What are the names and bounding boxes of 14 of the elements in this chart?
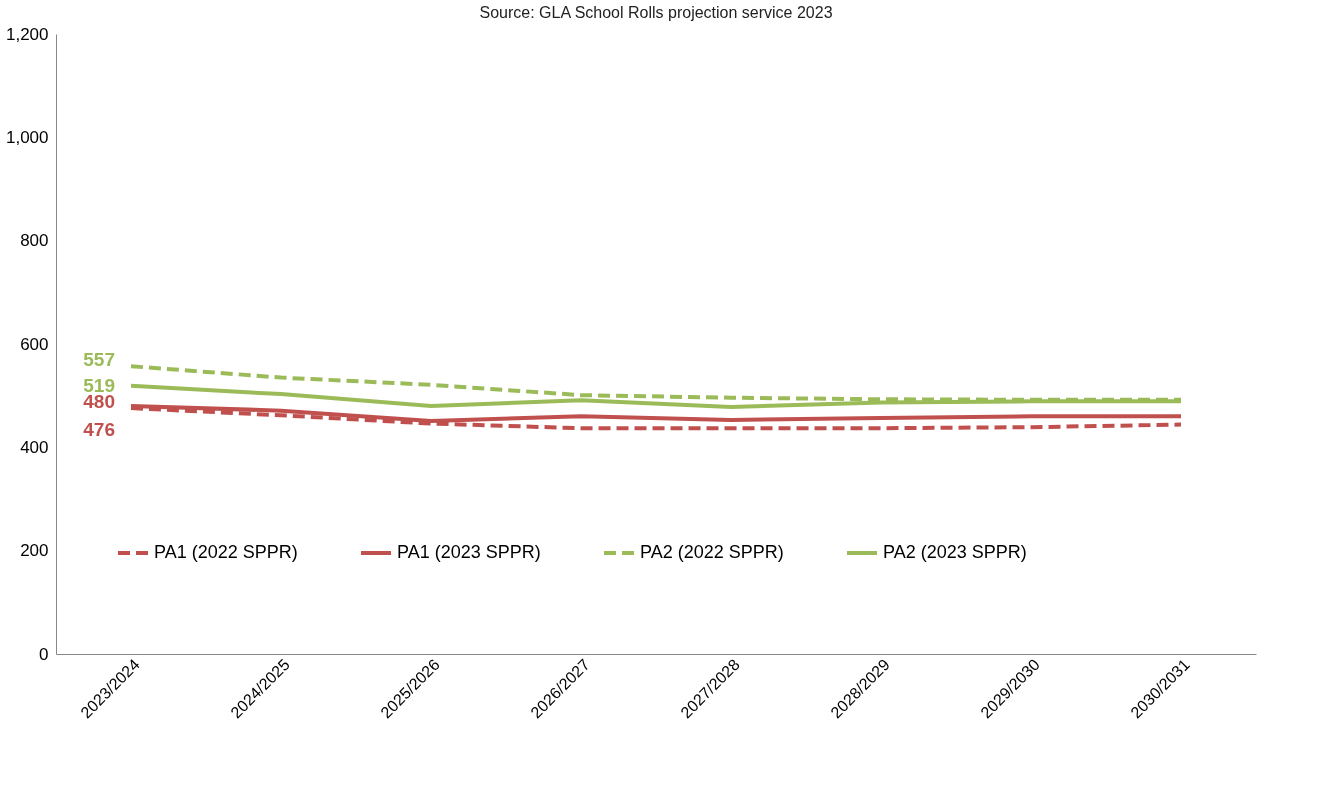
source-note: Source: GLA School Rolls projection service 2023	[479, 4, 833, 21]
legend-label: PA2 (2023 SPPR)	[883, 542, 1027, 562]
legend-label: PA1 (2022 SPPR)	[154, 542, 298, 562]
y-tick-label: 1,000	[5, 127, 49, 147]
y-tick-label: 400	[20, 437, 49, 457]
y-tick-label: 1,200	[5, 24, 49, 44]
y-tick-label: 800	[20, 231, 49, 251]
y-tick-label: 600	[20, 334, 49, 354]
data-label: 476	[83, 419, 115, 441]
data-label: 557	[83, 349, 115, 371]
y-tick-label: 0	[39, 644, 49, 664]
legend-label: PA2 (2022 SPPR)	[640, 542, 784, 562]
y-tick-label: 200	[20, 541, 49, 561]
legend-label: PA1 (2023 SPPR)	[397, 542, 541, 562]
